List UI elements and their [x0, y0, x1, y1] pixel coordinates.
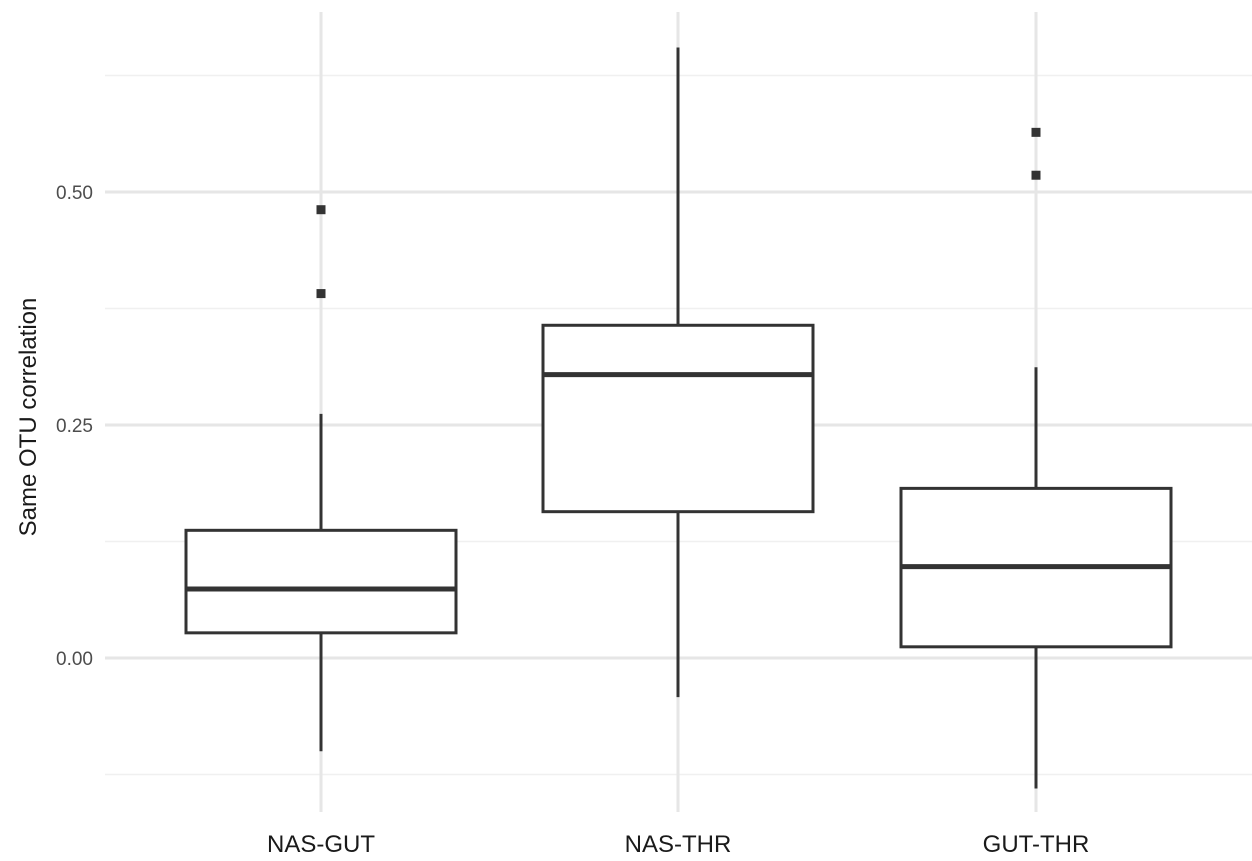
outlier-point — [1031, 127, 1041, 137]
y-axis-title: Same OTU correlation — [15, 298, 42, 537]
x-tick-label: NAS-THR — [625, 831, 732, 858]
y-tick-label: 0.25 — [56, 416, 93, 437]
y-tick-label: 0.00 — [56, 649, 93, 670]
box-nas-gut — [184, 205, 458, 752]
box-gut-thr — [899, 127, 1173, 789]
box-nas-thr — [541, 47, 815, 698]
outlier-point — [316, 205, 326, 215]
y-tick-label: 0.50 — [56, 183, 93, 204]
x-tick-label: NAS-GUT — [267, 831, 375, 858]
box-layer — [184, 47, 1173, 789]
outlier-point — [316, 289, 326, 299]
outlier-point — [1031, 170, 1041, 180]
x-tick-label: GUT-THR — [983, 831, 1090, 858]
label-layer: 0.00 0.25 0.50 NAS-GUT NAS-THR GUT-THR — [56, 183, 1089, 858]
iqr-box — [184, 528, 458, 635]
iqr-box — [541, 323, 815, 514]
